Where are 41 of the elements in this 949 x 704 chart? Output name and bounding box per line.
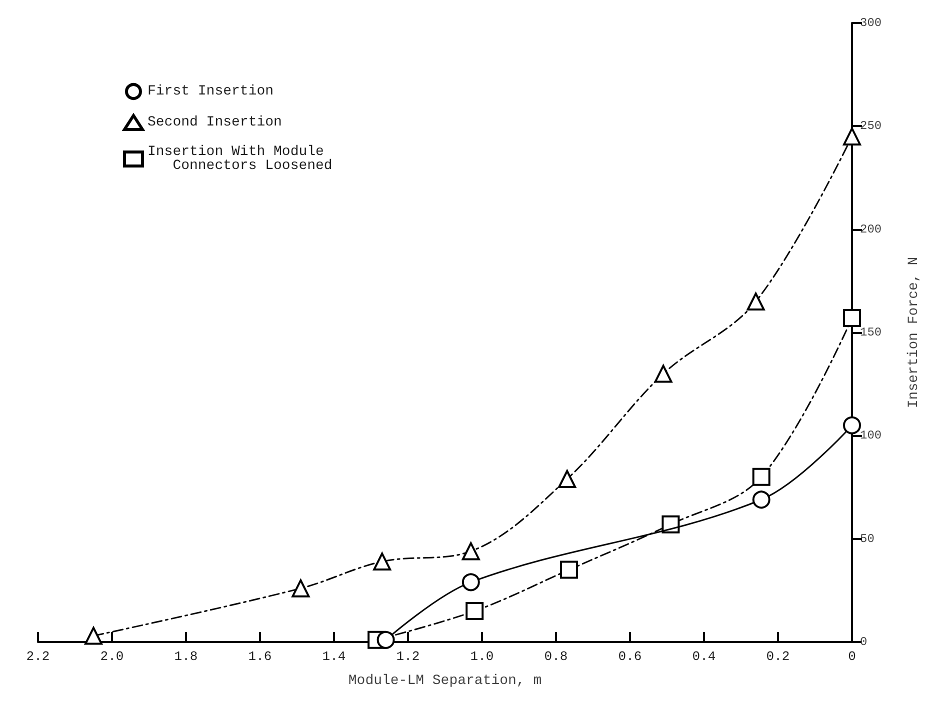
point xyxy=(558,470,576,488)
point xyxy=(843,416,861,434)
point xyxy=(746,292,765,311)
y-tick-label: 50 xyxy=(860,532,874,546)
point xyxy=(560,560,578,579)
x-tick-label: 1.4 xyxy=(322,649,346,664)
point xyxy=(373,552,392,571)
legend-label: Insertion With Module Connectors Loosened xyxy=(148,144,332,174)
x-tick-label: 0.2 xyxy=(766,649,790,664)
x-tick-label: 0 xyxy=(848,649,856,664)
point xyxy=(843,127,861,146)
y-tick-label: 150 xyxy=(860,326,882,340)
legend-label: Second Insertion xyxy=(148,114,282,130)
y-tick-label: 100 xyxy=(860,428,882,443)
x-axis-title: Module-LM Separation, m xyxy=(348,673,542,689)
y-tick-label: 0 xyxy=(860,635,868,649)
y-axis-title: Insertion Force, N xyxy=(906,256,922,408)
x-tick-label: 1.0 xyxy=(470,649,494,664)
y-tick-label: 300 xyxy=(860,16,882,30)
point xyxy=(84,626,102,645)
y-tick-label: 200 xyxy=(860,222,882,236)
point xyxy=(466,602,484,620)
point xyxy=(843,309,861,328)
point xyxy=(662,515,680,534)
x-tick-label: 1.2 xyxy=(396,649,420,664)
x-tick-label: 0.6 xyxy=(618,649,642,664)
point xyxy=(752,490,770,509)
point xyxy=(462,542,480,560)
x-tick-label: 0.8 xyxy=(544,649,568,664)
point xyxy=(462,573,480,592)
x-tick-label: 1.6 xyxy=(248,649,272,664)
point xyxy=(376,630,395,649)
x-tick-label: 1.8 xyxy=(174,649,198,664)
legend-label: First Insertion xyxy=(148,84,274,100)
point xyxy=(752,468,770,486)
x-tick-label: 0.4 xyxy=(692,649,716,664)
y-tick-label: 250 xyxy=(860,119,882,134)
point xyxy=(654,364,672,383)
x-tick-label: 2.2 xyxy=(26,649,50,664)
x-tick-label: 2.0 xyxy=(100,649,124,664)
point xyxy=(292,579,310,598)
